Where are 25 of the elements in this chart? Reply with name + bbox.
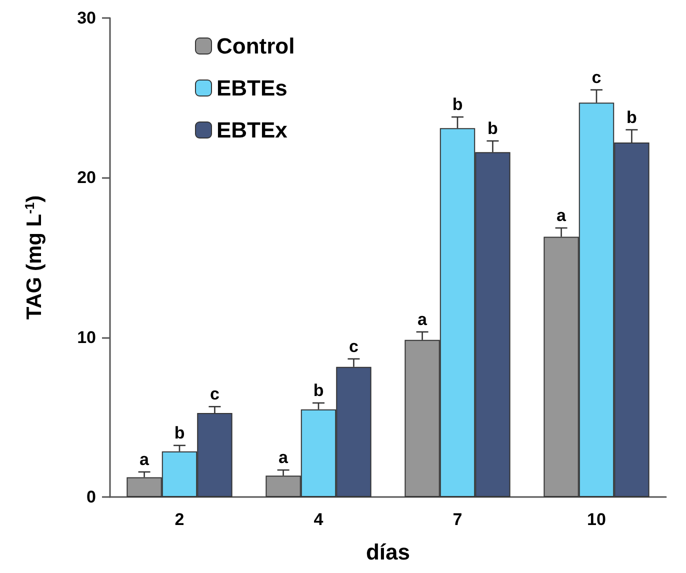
data-label: b	[174, 423, 185, 442]
data-label: b	[626, 108, 637, 127]
data-label: a	[140, 450, 150, 469]
x-tick-label: 10	[587, 510, 606, 529]
y-axis-title: TAG (mg L-1)	[22, 195, 46, 320]
x-tick-label: 7	[452, 510, 462, 529]
data-label: b	[452, 94, 463, 114]
x-tick-label: 4	[314, 510, 324, 529]
data-label: a	[418, 310, 428, 329]
y-tick-label: 20	[77, 168, 96, 188]
x-axis-title: días	[366, 540, 410, 564]
y-tick-label: 0	[86, 488, 96, 506]
data-label: b	[313, 380, 324, 400]
data-label: c	[210, 384, 220, 404]
data-label: c	[592, 68, 602, 87]
legend-label: Control	[216, 34, 295, 58]
data-label: c	[348, 336, 358, 356]
y-tick-label: 10	[77, 328, 96, 347]
data-label: a	[556, 206, 567, 225]
legend-label: EBTEx	[216, 118, 288, 142]
data-label: b	[488, 118, 498, 138]
legend-label: EBTEs	[216, 76, 288, 100]
x-tick-label: 2	[174, 510, 184, 529]
data-label: a	[278, 448, 289, 468]
y-tick-label: 30	[77, 8, 96, 28]
